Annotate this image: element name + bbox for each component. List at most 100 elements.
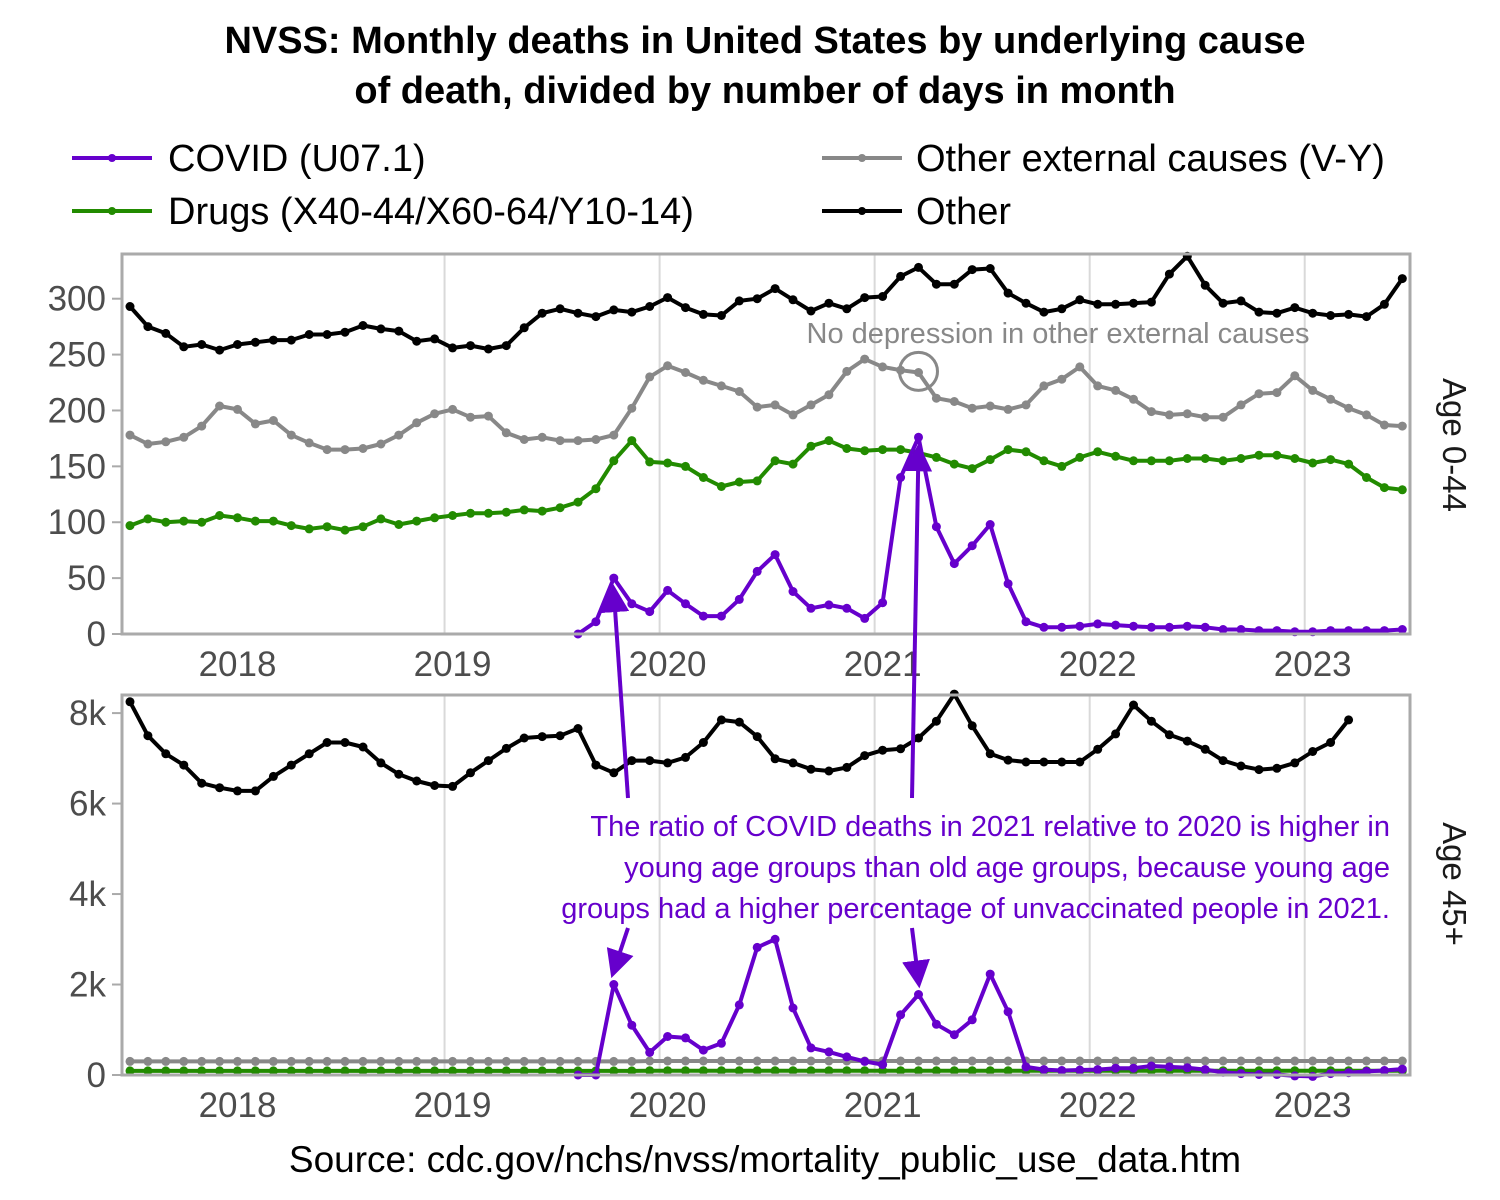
data-point-other: [1272, 308, 1282, 318]
data-point-other-external: [824, 1056, 834, 1066]
data-point-drugs: [1326, 455, 1336, 465]
data-point-drugs: [537, 1066, 547, 1076]
data-point-other-external: [967, 1056, 977, 1066]
data-point-other: [824, 298, 834, 308]
data-point-other-external: [555, 436, 565, 446]
data-point-other-external: [645, 372, 655, 382]
data-point-other: [1057, 757, 1067, 767]
data-point-drugs: [125, 521, 135, 531]
data-point-other-external: [1129, 394, 1138, 404]
series-other: [125, 689, 1354, 796]
data-point-other-external: [215, 401, 225, 411]
x-tick-label: 2021: [844, 645, 922, 684]
data-point-covid: [1218, 625, 1228, 634]
data-point-other-external: [1218, 1056, 1228, 1066]
data-point-drugs: [716, 482, 726, 491]
data-point-other-external: [197, 1056, 207, 1066]
data-point-drugs: [806, 441, 816, 451]
legend: COVID (U07.1) Drugs (X40-44/X60-64/Y10-1…: [72, 138, 1385, 233]
data-point-other: [770, 284, 780, 294]
data-point-covid: [788, 1003, 798, 1013]
data-point-covid: [734, 1000, 744, 1010]
data-point-other: [268, 335, 278, 345]
data-point-other: [1075, 295, 1085, 305]
y-tick-label: 50: [67, 559, 106, 598]
data-point-other: [663, 758, 673, 768]
data-point-drugs: [322, 522, 332, 532]
data-point-covid: [985, 520, 995, 529]
data-point-covid: [806, 1043, 816, 1053]
data-point-drugs: [609, 456, 619, 466]
data-point-other-external: [376, 439, 386, 449]
data-point-drugs: [376, 514, 386, 524]
data-point-drugs: [645, 1066, 655, 1076]
data-point-other-external: [1254, 1056, 1264, 1066]
data-point-other-external: [268, 1056, 278, 1066]
data-point-other-external: [1272, 388, 1282, 398]
x-tick-label: 2020: [629, 1086, 707, 1125]
data-point-other: [806, 764, 816, 774]
data-point-other: [1326, 311, 1336, 320]
data-point-other-external: [519, 1056, 529, 1066]
data-point-drugs: [1057, 461, 1067, 471]
data-point-other: [125, 697, 135, 707]
data-point-drugs: [394, 520, 404, 529]
data-point-drugs: [788, 1066, 798, 1076]
data-point-other-external: [358, 1056, 368, 1066]
annotation-text-line-1: The ratio of COVID deaths in 2021 relati…: [590, 811, 1390, 843]
data-point-covid: [591, 617, 601, 627]
data-point-drugs: [233, 513, 242, 523]
data-point-other: [1057, 304, 1067, 314]
data-point-drugs: [1308, 458, 1318, 468]
data-point-other-external: [1200, 1056, 1210, 1066]
data-point-drugs: [645, 457, 655, 467]
data-point-drugs: [1397, 485, 1407, 495]
data-point-covid: [681, 1033, 690, 1043]
data-point-other-external: [233, 404, 242, 414]
series-drugs: [125, 436, 1407, 535]
data-point-other: [197, 778, 207, 788]
data-point-covid: [806, 603, 816, 613]
data-point-other: [914, 262, 923, 272]
data-point-covid: [931, 522, 941, 532]
data-point-other: [466, 341, 475, 351]
data-point-covid: [1129, 621, 1138, 631]
y-tick-label: 4k: [69, 875, 106, 914]
data-point-drugs: [752, 1066, 762, 1076]
annotation-arrow: [606, 927, 634, 979]
data-point-other-external: [197, 421, 207, 431]
data-point-other: [645, 302, 655, 311]
series-other-external: [125, 1056, 1407, 1066]
data-point-other: [1272, 763, 1282, 773]
data-point-other: [1164, 730, 1174, 740]
x-tick-label: 2023: [1274, 1086, 1352, 1125]
data-point-other-external: [824, 390, 834, 400]
data-point-other: [161, 328, 171, 338]
data-point-other-external: [268, 416, 278, 425]
data-point-other: [394, 326, 404, 336]
data-point-other-external: [914, 1056, 923, 1066]
data-point-drugs: [1182, 454, 1192, 463]
legend-key-dot-other-external: [858, 154, 866, 162]
data-point-other: [967, 265, 977, 275]
data-point-other: [627, 307, 637, 317]
data-point-other-external: [663, 361, 673, 371]
data-point-other-external: [770, 1056, 780, 1066]
data-point-covid: [1129, 1063, 1138, 1073]
y-tick-label: 0: [87, 615, 106, 654]
data-point-other-external: [322, 1056, 332, 1066]
data-point-drugs: [250, 516, 260, 526]
data-point-other-external: [573, 1056, 583, 1066]
x-tick-label: 2023: [1274, 645, 1352, 684]
data-point-other: [1200, 280, 1210, 290]
data-point-other-external: [878, 362, 888, 372]
data-point-other: [250, 337, 260, 347]
data-point-drugs: [1111, 451, 1121, 461]
data-point-drugs: [430, 1066, 440, 1076]
data-point-other-external: [860, 354, 870, 364]
data-point-other: [358, 742, 368, 752]
data-point-covid: [770, 550, 780, 560]
legend-label-other: Other: [916, 191, 1011, 233]
data-point-drugs: [914, 1066, 923, 1076]
data-point-other: [501, 743, 511, 753]
